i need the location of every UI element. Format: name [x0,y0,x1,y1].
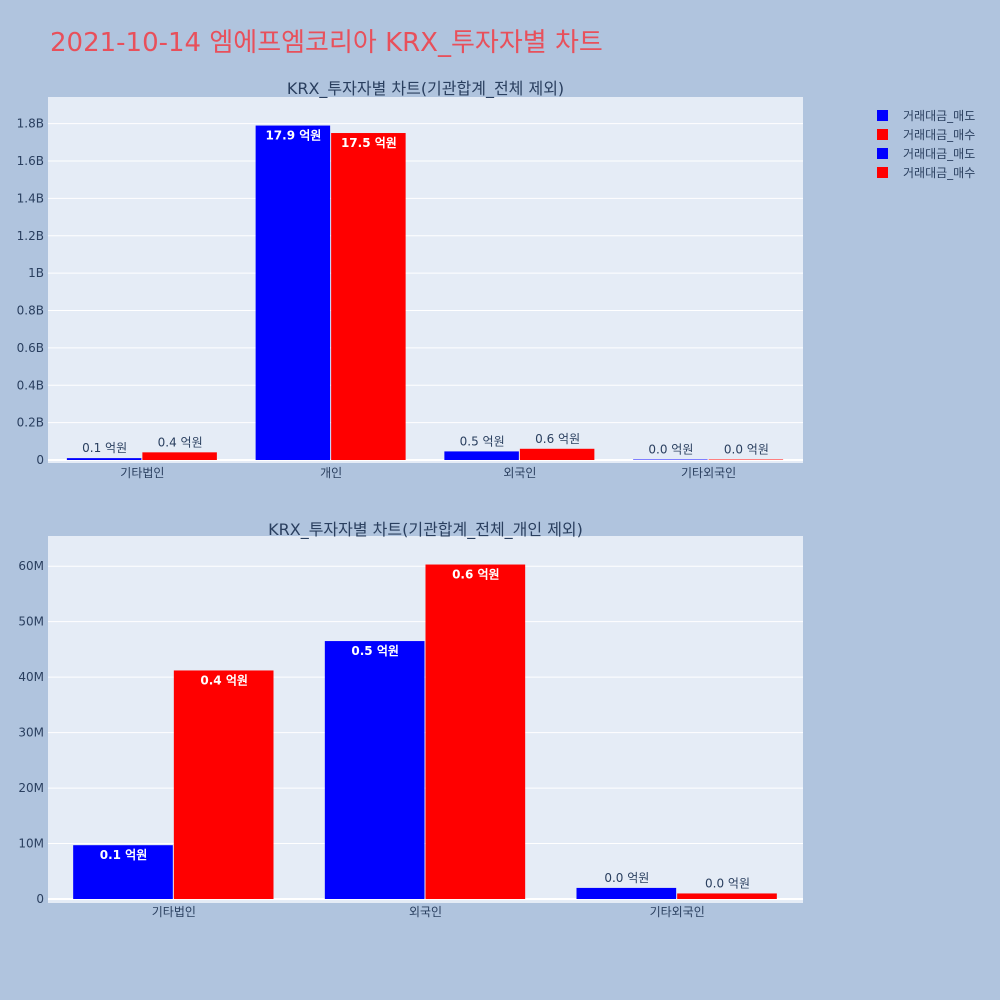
data-label: 0.1 억원 [82,441,127,455]
bar-sell[interactable] [576,887,677,899]
y-tick-label: 40M [18,670,44,684]
data-label: 0.6 억원 [452,568,500,582]
x-tick-label: 기타법인 [120,466,164,480]
y-tick-label: 1.4B [17,191,44,205]
bar-sell[interactable] [444,451,519,460]
bar-buy[interactable] [519,448,595,460]
legend-label: 거래대금_매도 [903,109,975,123]
data-label: 0.5 억원 [460,434,505,448]
plot-area [48,97,803,463]
bar-sell[interactable] [66,458,142,460]
x-tick-label: 기타외국인 [681,466,736,480]
legend-item[interactable]: 거래대금_매수 [877,166,975,180]
legend-label: 거래대금_매도 [903,147,975,161]
y-tick-label: 50M [18,615,44,629]
bar-buy[interactable] [331,133,406,461]
legend-swatch [877,129,888,140]
chart-title: KRX_투자자별 차트(기관합계_전체_개인 제외) [268,520,583,540]
x-tick-label: 기타법인 [152,905,196,919]
bar-sell[interactable] [633,459,708,461]
chart-title: KRX_투자자별 차트(기관합계_전체 제외) [287,79,564,99]
x-tick-label: 개인 [320,466,342,480]
bar-buy[interactable] [173,670,274,899]
bar-sell[interactable] [324,641,425,899]
y-tick-label: 0.6B [17,341,44,355]
data-label: 0.0 억원 [705,876,750,890]
y-tick-label: 1.2B [17,229,44,243]
y-tick-label: 60M [18,559,44,573]
y-tick-label: 20M [18,781,44,795]
y-tick-label: 1.6B [17,154,44,168]
x-tick-label: 외국인 [503,466,536,480]
y-tick-label: 1.8B [17,117,44,131]
data-label: 0.4 억원 [200,673,248,687]
y-tick-label: 30M [18,726,44,740]
bar-buy[interactable] [425,564,526,899]
bar-buy[interactable] [677,893,777,899]
data-label: 0.0 억원 [724,443,769,457]
chart-panel-top: KRX_투자자별 차트(기관합계_전체 제외) 0 0.2B 0.4B 0.6B 0.8B… [17,79,803,480]
y-tick-label: 0 [36,453,44,467]
data-label: 0.5 억원 [351,644,399,658]
legend-swatch [877,110,888,121]
data-label: 17.5 억원 [341,136,397,150]
bar-sell[interactable] [73,845,173,899]
data-label: 0.4 억원 [158,435,203,449]
legend-swatch [877,167,888,178]
data-label: 0.0 억원 [648,443,693,457]
legend-label: 거래대금_매수 [903,128,975,142]
y-tick-label: 10M [18,837,44,851]
y-tick-label: 0 [36,892,44,906]
x-tick-label: 외국인 [409,905,442,919]
bar-buy[interactable] [142,452,217,460]
y-tick-label: 0.2B [17,416,44,430]
y-tick-label: 0.4B [17,378,44,392]
chart-panel-bottom: KRX_투자자별 차트(기관합계_전체_개인 제외) 0 10M 20M 30M 40M 5… [18,520,803,919]
y-tick-label: 1B [28,266,44,280]
bar-buy[interactable] [708,459,784,461]
data-label: 0.1 억원 [100,848,148,862]
legend-item[interactable]: 거래대금_매도 [877,147,975,161]
legend-item[interactable]: 거래대금_매도 [877,109,975,123]
data-label: 0.6 억원 [535,432,580,446]
legend-label: 거래대금_매수 [903,166,975,180]
legend-swatch [877,148,888,159]
bar-sell[interactable] [255,125,331,460]
data-label: 17.9 억원 [265,129,321,143]
y-tick-label: 0.8B [17,304,44,318]
legend-item[interactable]: 거래대금_매수 [877,128,975,142]
data-label: 0.0 억원 [604,871,649,885]
page-title: 2021-10-14 엠에프엠코리아 KRX_투자자별 차트 [50,28,603,58]
x-tick-label: 기타외국인 [650,905,705,919]
